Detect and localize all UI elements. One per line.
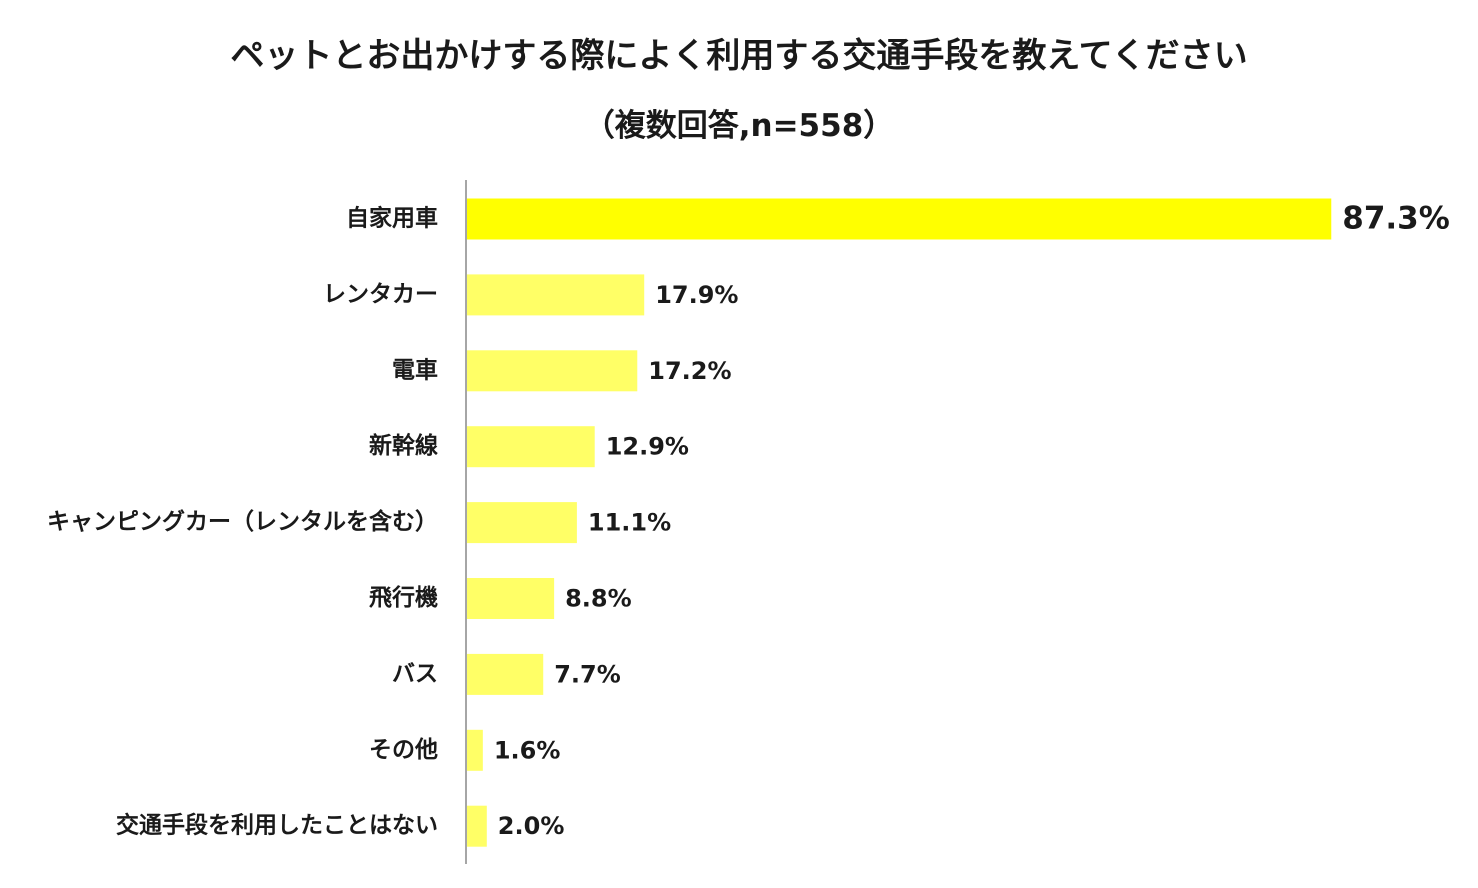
chart-subtitle: （複数回答,n=558） <box>583 108 895 144</box>
value-label-8: 2.0% <box>498 812 565 840</box>
bar-6 <box>467 653 544 695</box>
value-label-3: 12.9% <box>606 433 689 461</box>
value-label-0: 87.3% <box>1342 201 1450 237</box>
bar-2 <box>467 350 638 392</box>
bar-5 <box>467 578 555 619</box>
bar-3 <box>467 426 595 468</box>
category-label-4: キャンピングカー（レンタルを含む） <box>47 508 438 535</box>
value-label-4: 11.1% <box>588 509 671 537</box>
value-label-5: 8.8% <box>565 585 632 613</box>
value-label-1: 17.9% <box>655 281 738 309</box>
category-label-2: 電車 <box>392 357 438 383</box>
bar-4 <box>467 502 577 544</box>
category-label-8: 交通手段を利用したことはない <box>116 812 438 839</box>
chart-title: ペットとお出かけする際によく利用する交通手段を教えてください <box>230 36 1248 76</box>
value-label-6: 7.7% <box>554 660 621 688</box>
category-label-5: 飛行機 <box>369 584 438 611</box>
category-label-1: レンタカー <box>323 281 438 307</box>
bar-8 <box>467 805 487 847</box>
bar-1 <box>467 274 645 316</box>
category-label-6: バス <box>392 661 438 687</box>
category-label-7: その他 <box>369 737 438 763</box>
bars-layer: 自家用車 87.3% レンタカー 17.9% 電車 17.2% 新幹線 12.9% キャンピング… <box>47 180 1450 864</box>
category-label-0: 自家用車 <box>346 205 438 232</box>
category-label-3: 新幹線 <box>369 432 438 459</box>
bar-0 <box>467 198 1332 240</box>
value-label-2: 17.2% <box>648 357 731 385</box>
value-label-7: 1.6% <box>494 736 561 764</box>
bar-7 <box>467 729 483 771</box>
